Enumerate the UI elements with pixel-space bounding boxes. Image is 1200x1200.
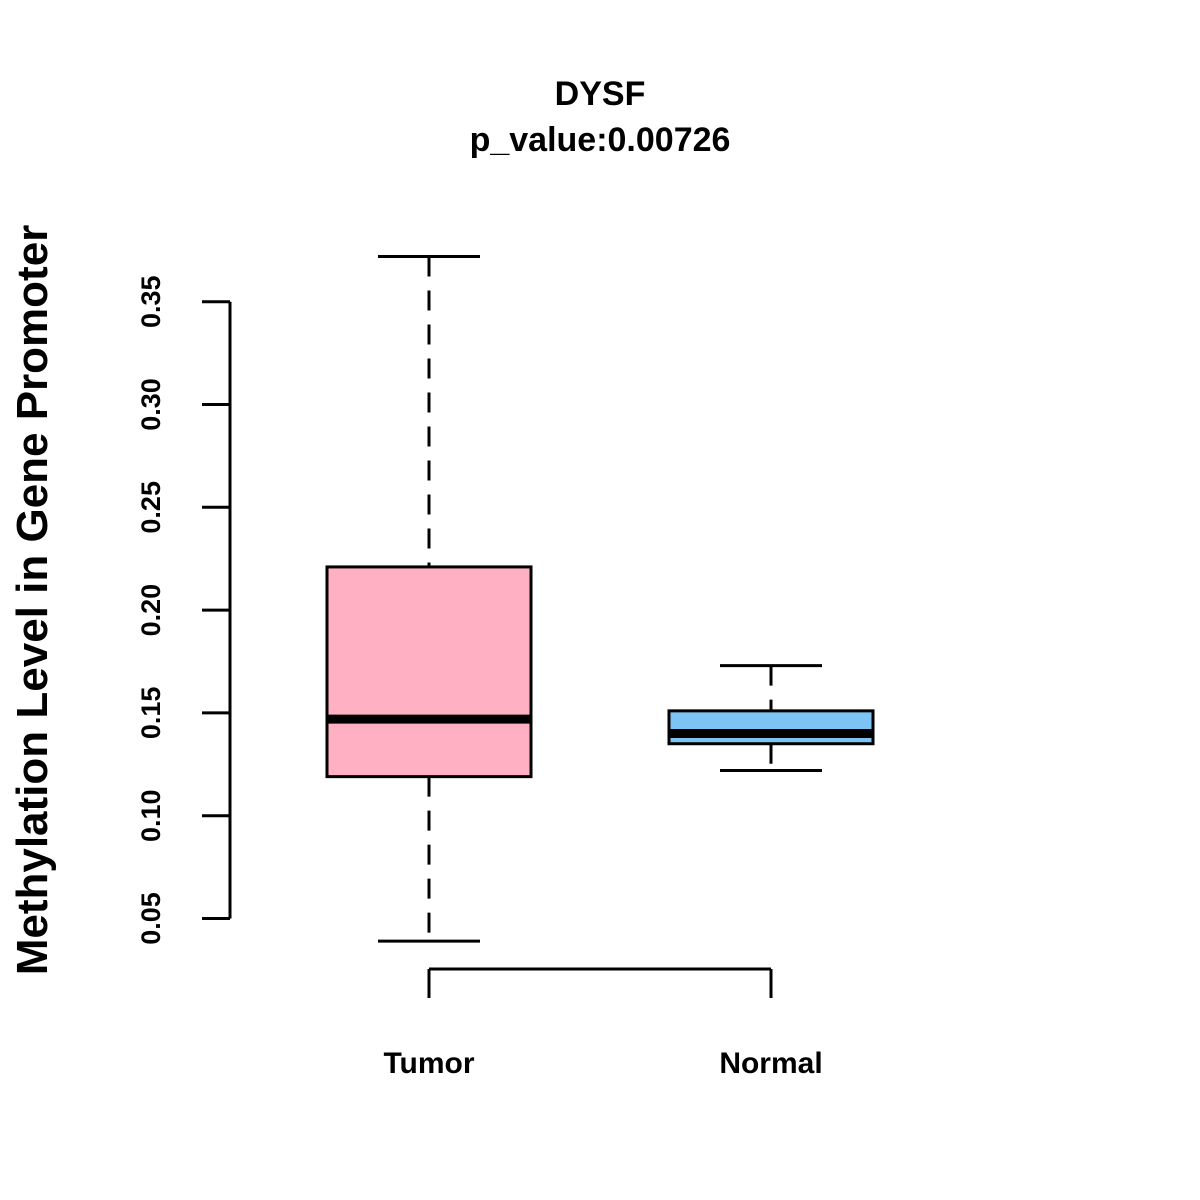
y-axis-label: Methylation Level in Gene Promoter bbox=[8, 225, 57, 976]
y-tick-label: 0.20 bbox=[136, 584, 166, 637]
box-normal bbox=[667, 664, 875, 772]
chart-title: DYSF bbox=[555, 75, 646, 113]
box-tumor bbox=[325, 254, 533, 943]
y-tick-label: 0.35 bbox=[136, 275, 166, 328]
y-axis: 0.05 0.10 0.15 0.20 0.25 0.30 0.35 bbox=[136, 275, 232, 945]
x-tick-label-tumor: Tumor bbox=[383, 1047, 474, 1080]
y-tick-label: 0.10 bbox=[136, 789, 166, 842]
chart-subtitle: p_value:0.00726 bbox=[470, 121, 731, 159]
x-tick-label-normal: Normal bbox=[719, 1047, 822, 1080]
y-tick-label: 0.15 bbox=[136, 687, 166, 740]
iqr-box bbox=[667, 709, 875, 746]
y-tick-label: 0.25 bbox=[136, 481, 166, 534]
boxes bbox=[325, 254, 875, 943]
x-axis: Tumor Normal bbox=[383, 967, 823, 1080]
y-tick-label: 0.05 bbox=[136, 892, 166, 945]
y-tick-label: 0.30 bbox=[136, 378, 166, 431]
iqr-box bbox=[325, 565, 533, 779]
